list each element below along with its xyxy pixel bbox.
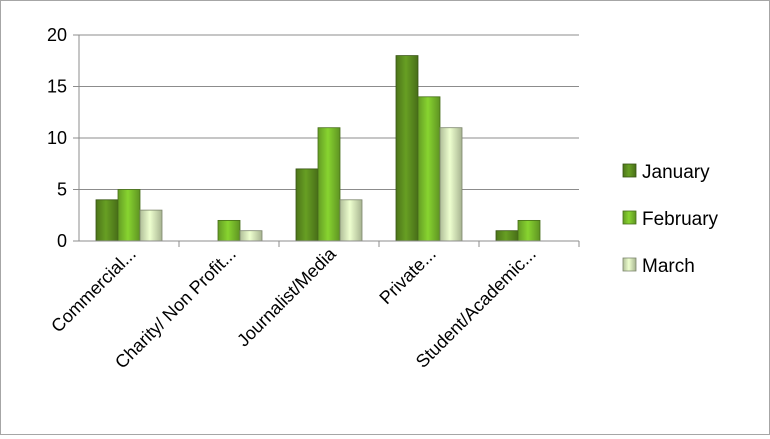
bar-january-3	[396, 56, 418, 241]
bar-march-1	[240, 231, 262, 241]
legend-swatch-january	[623, 164, 636, 177]
x-axis-labels: Commercial...Charity/ Non Profit...Journ…	[47, 243, 540, 372]
bar-february-1	[218, 220, 240, 241]
bar-march-2	[340, 200, 362, 241]
legend: January February March	[623, 162, 719, 277]
y-tick-label: 5	[57, 180, 67, 200]
bar-february-4	[518, 220, 540, 241]
x-tick-label: Journalist/Media	[233, 243, 341, 351]
legend-label-january: January	[642, 162, 710, 183]
bar-march-3	[440, 128, 462, 241]
bar-march-0	[140, 210, 162, 241]
x-tick-label: Private...	[375, 244, 439, 308]
y-tick-label: 10	[47, 128, 67, 148]
y-tick-label: 15	[47, 77, 67, 97]
y-tick-label: 0	[57, 231, 67, 251]
legend-swatch-march	[623, 258, 636, 271]
bar-january-4	[496, 231, 518, 241]
bar-february-3	[418, 97, 440, 241]
bar-january-2	[296, 169, 318, 241]
y-axis-ticks: 0 5 10 15 20	[47, 25, 79, 251]
bar-february-0	[118, 190, 140, 242]
legend-swatch-february	[623, 211, 636, 224]
y-tick-label: 20	[47, 25, 67, 45]
bars	[96, 56, 540, 241]
legend-label-march: March	[642, 256, 695, 277]
legend-label-february: February	[642, 209, 719, 230]
x-tick-label: Commercial...	[47, 244, 140, 337]
bar-january-0	[96, 200, 118, 241]
bar-february-2	[318, 128, 340, 241]
